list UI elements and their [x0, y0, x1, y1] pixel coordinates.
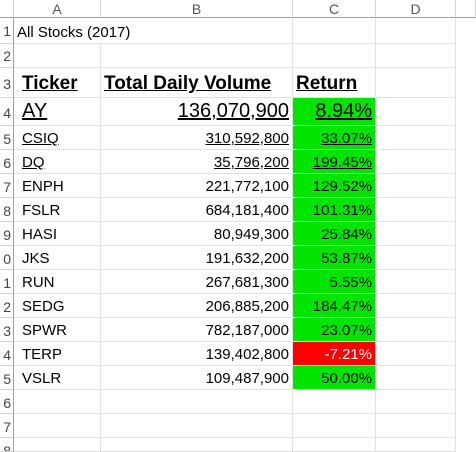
row-header-12[interactable]: 2	[0, 294, 14, 318]
cell-d17[interactable]	[376, 414, 456, 438]
cell-d12[interactable]	[376, 294, 456, 318]
cell-a17[interactable]	[14, 414, 101, 438]
cell-d2[interactable]	[376, 44, 456, 68]
row-header-3[interactable]: 3	[0, 68, 14, 98]
row-header-11[interactable]: 1	[0, 270, 14, 294]
cell-b1[interactable]	[101, 18, 293, 44]
ticker-cell[interactable]: HASI	[14, 222, 101, 246]
cell-d9[interactable]	[376, 222, 456, 246]
cell-c17[interactable]	[293, 414, 376, 438]
volume-cell[interactable]: 139,402,800	[101, 342, 293, 366]
row-header-15[interactable]: 5	[0, 366, 14, 390]
row-header-14[interactable]: 4	[0, 342, 14, 366]
column-header-a[interactable]: A	[14, 0, 101, 18]
cell-d10[interactable]	[376, 246, 456, 270]
return-cell[interactable]: 8.94%	[293, 98, 376, 126]
row-header-16[interactable]: 6	[0, 390, 14, 414]
cell-d14[interactable]	[376, 342, 456, 366]
cell-d15[interactable]	[376, 366, 456, 390]
cell-b2[interactable]	[101, 44, 293, 68]
return-cell[interactable]: 101.31%	[293, 198, 376, 222]
cell-a2[interactable]	[14, 44, 101, 68]
volume-cell[interactable]: 310,592,800	[101, 126, 293, 150]
cell-d16[interactable]	[376, 390, 456, 414]
ticker-cell[interactable]: DQ	[14, 150, 101, 174]
ticker-cell[interactable]: SPWR	[14, 318, 101, 342]
cell-c16[interactable]	[293, 390, 376, 414]
column-header-e[interactable]	[456, 0, 476, 18]
cell-b17[interactable]	[101, 414, 293, 438]
cell-d18[interactable]	[376, 438, 456, 452]
row-header-7[interactable]: 7	[0, 174, 14, 198]
cell-d6[interactable]	[376, 150, 456, 174]
row-header-4[interactable]: 4	[0, 98, 14, 126]
row-header-18[interactable]: 8	[0, 438, 14, 452]
cell-d4[interactable]	[376, 98, 456, 126]
volume-cell[interactable]: 136,070,900	[101, 98, 293, 126]
ticker-cell[interactable]: VSLR	[14, 366, 101, 390]
volume-cell[interactable]: 80,949,300	[101, 222, 293, 246]
row-header-13[interactable]: 3	[0, 318, 14, 342]
column-header-d[interactable]: D	[376, 0, 456, 18]
volume-cell[interactable]: 782,187,000	[101, 318, 293, 342]
header-return[interactable]: Return	[293, 68, 376, 98]
cell-d5[interactable]	[376, 126, 456, 150]
return-cell[interactable]: 50.00%	[293, 366, 376, 390]
row-header-5[interactable]: 5	[0, 126, 14, 150]
volume-cell[interactable]: 267,681,300	[101, 270, 293, 294]
row-header-1[interactable]: 1	[0, 18, 14, 44]
cell-a16[interactable]	[14, 390, 101, 414]
cell-c18[interactable]	[293, 438, 376, 452]
cell-a18[interactable]	[14, 438, 101, 452]
return-cell[interactable]: 53.87%	[293, 246, 376, 270]
column-header-b[interactable]: B	[101, 0, 293, 18]
ticker-cell[interactable]: SEDG	[14, 294, 101, 318]
column-header-corner[interactable]	[0, 0, 14, 18]
return-cell[interactable]: -7.21%	[293, 342, 376, 366]
cell-d7[interactable]	[376, 174, 456, 198]
row-header-10[interactable]: 0	[0, 246, 14, 270]
ticker-cell[interactable]: TERP	[14, 342, 101, 366]
volume-cell[interactable]: 221,772,100	[101, 174, 293, 198]
ticker-cell[interactable]: CSIQ	[14, 126, 101, 150]
return-cell[interactable]: 184.47%	[293, 294, 376, 318]
cell-c2[interactable]	[293, 44, 376, 68]
cell-d8[interactable]	[376, 198, 456, 222]
row-header-6[interactable]: 6	[0, 150, 14, 174]
ticker-cell[interactable]: JKS	[14, 246, 101, 270]
volume-cell[interactable]: 206,885,200	[101, 294, 293, 318]
cell-d11[interactable]	[376, 270, 456, 294]
ticker-cell[interactable]: ENPH	[14, 174, 101, 198]
cell-b18[interactable]	[101, 438, 293, 452]
row-header-17[interactable]: 7	[0, 414, 14, 438]
volume-cell[interactable]: 109,487,900	[101, 366, 293, 390]
ticker-cell[interactable]: AY	[14, 98, 101, 126]
return-cell[interactable]: 5.55%	[293, 270, 376, 294]
title-cell[interactable]: All Stocks (2017)	[14, 18, 130, 44]
ticker-cell[interactable]: FSLR	[14, 198, 101, 222]
cell-d3[interactable]	[376, 68, 456, 98]
cell-c1[interactable]	[293, 18, 376, 44]
volume-cell[interactable]: 191,632,200	[101, 246, 293, 270]
column-header-c[interactable]: C	[293, 0, 376, 18]
header-total-daily-volume[interactable]: Total Daily Volume	[101, 68, 293, 98]
row-header-8[interactable]: 8	[0, 198, 14, 222]
return-cell[interactable]: 129.52%	[293, 174, 376, 198]
header-ticker[interactable]: Ticker	[14, 68, 101, 98]
volume-cell[interactable]: 684,181,400	[101, 198, 293, 222]
cell-b16[interactable]	[101, 390, 293, 414]
row-header-9[interactable]: 9	[0, 222, 14, 246]
return-cell[interactable]: 23.07%	[293, 318, 376, 342]
cell-d13[interactable]	[376, 318, 456, 342]
cell-d1[interactable]	[376, 18, 456, 44]
volume-cell[interactable]: 35,796,200	[101, 150, 293, 174]
row-header-2[interactable]: 2	[0, 44, 14, 68]
return-cell[interactable]: 199.45%	[293, 150, 376, 174]
ticker-cell[interactable]: RUN	[14, 270, 101, 294]
return-cell[interactable]: 25.84%	[293, 222, 376, 246]
return-cell[interactable]: 33.07%	[293, 126, 376, 150]
